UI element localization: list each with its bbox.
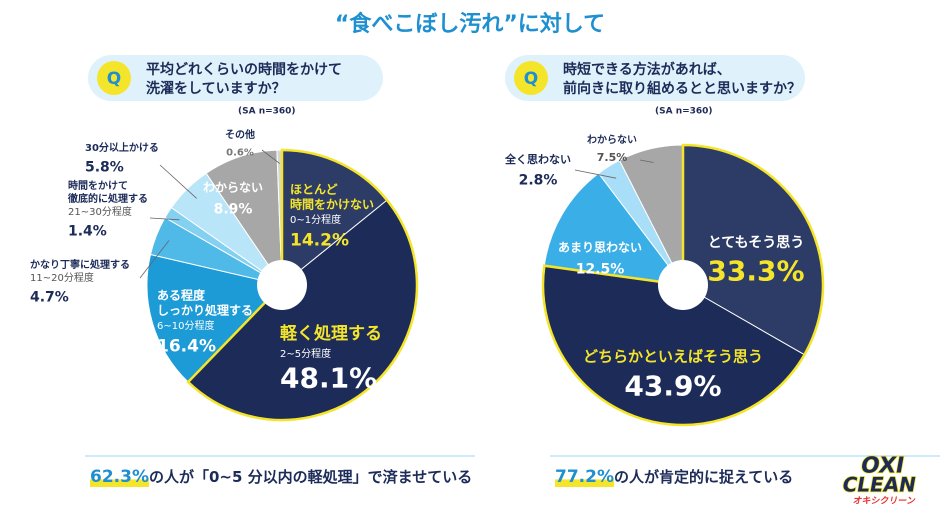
sample-note: (SA n=360) [238, 107, 296, 117]
footer-underline [90, 479, 149, 487]
slice-label: わからない [203, 181, 263, 195]
slice-label: 全く思わない [504, 152, 571, 166]
leader-line [261, 149, 280, 164]
value-label: 8.9% [214, 201, 253, 217]
question-badge [97, 61, 131, 95]
slice-label: 時間をかけて [68, 179, 128, 192]
question-badge [514, 61, 548, 95]
leader-line [149, 217, 180, 221]
question-text: 前向きに取り組めるとと思いますか？ [563, 80, 801, 97]
logo-top: OXI [859, 453, 907, 479]
value-label: 5.8% [85, 159, 124, 175]
footer-text: 77.2%の人が肯定的に捉えている [555, 467, 793, 487]
highlight-outline [541, 143, 825, 427]
sample-note: (SA n=360) [655, 107, 713, 117]
leader-line [574, 169, 617, 179]
highlight-outline [186, 148, 419, 422]
slice-label: かなり丁寧に処理する [30, 258, 130, 271]
slice-label: しっかり処理する [157, 303, 253, 318]
leader-line [639, 159, 654, 163]
value-label: 12.5% [576, 261, 625, 277]
slice-sublabel: 21~30分程度 [68, 205, 132, 218]
footer-highlight: 62.3% [90, 467, 149, 487]
slice-label: 徹底的に処理する [67, 192, 148, 205]
logo-sub: オキシクリーン [852, 496, 916, 507]
pie-slice [543, 172, 685, 286]
value-label: 48.1% [280, 362, 377, 395]
value-label: 2.8% [519, 172, 558, 188]
question-text: 平均どれくらいの時間をかけて [146, 61, 342, 78]
value-label: 7.5% [597, 151, 628, 164]
slice-label: あまり思わない [558, 241, 642, 255]
value-label: 16.4% [157, 337, 216, 357]
question-marker: Q [107, 69, 121, 89]
value-label: 14.2% [290, 231, 349, 251]
value-label: 4.7% [30, 289, 69, 305]
slice-label: ある程度 [157, 288, 206, 303]
footer-rest: の人が肯定的に捉えている [614, 468, 793, 486]
footer-highlight: 77.2% [555, 467, 614, 487]
value-label: 33.3% [707, 255, 804, 288]
slice-label: 軽く処理する [280, 323, 382, 344]
logo-bottom: CLEAN [840, 473, 917, 497]
question-text: 時短できる方法があれば、 [563, 61, 731, 78]
slice-label: 30分以上かける [85, 141, 159, 154]
page-title: “食べこぼし汚れ”に対して [335, 11, 605, 37]
slice-sublabel: 11~20分程度 [30, 271, 94, 284]
question-marker: Q [524, 69, 538, 89]
slice-label: その他 [225, 128, 255, 141]
slice-sublabel: 0~1分程度 [290, 213, 341, 226]
question-box [505, 55, 805, 101]
pie-slice [146, 253, 283, 383]
slice-label: どちらかといえばそう思う [583, 348, 763, 366]
slice-label: ほとんど [290, 183, 338, 197]
value-label: 1.4% [68, 223, 107, 239]
question-text: 洗濯をしていますか？ [146, 80, 286, 97]
value-label: 43.9% [624, 370, 721, 403]
slice-label: 時間をかけない [290, 197, 374, 212]
question-box [88, 55, 383, 101]
leader-line [159, 164, 197, 199]
slice-label: わからない [587, 134, 637, 146]
footer-underline [555, 479, 614, 487]
slice-label: とてもそう思う [708, 235, 805, 251]
footer-rest: の人が「0~5 分以内の軽処理」で済ませている [149, 468, 472, 486]
footer-text: 62.3%の人が「0~5 分以内の軽処理」で済ませている [90, 467, 472, 487]
donut-hole [257, 260, 307, 310]
slice-sublabel: 6~10分程度 [157, 319, 214, 332]
leader-line [139, 240, 170, 279]
slice-sublabel: 2~5分程度 [280, 347, 331, 360]
value-label: 0.6% [226, 148, 254, 159]
donut-hole [658, 260, 708, 310]
